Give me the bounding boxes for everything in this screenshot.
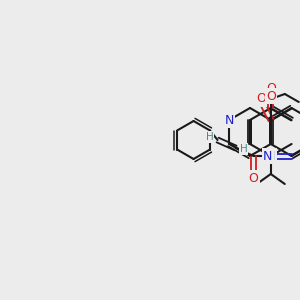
Text: N: N <box>266 149 275 163</box>
Text: O: O <box>266 82 276 95</box>
Text: O: O <box>249 172 259 184</box>
Text: H: H <box>240 144 248 154</box>
Text: O: O <box>249 172 259 184</box>
Text: N: N <box>263 149 272 163</box>
Text: O: O <box>266 89 276 103</box>
Text: O: O <box>266 82 276 95</box>
Text: O: O <box>256 92 266 105</box>
Text: N: N <box>266 149 275 163</box>
Text: N: N <box>224 113 234 127</box>
Text: H: H <box>206 132 213 142</box>
Text: O: O <box>266 89 276 103</box>
Text: N: N <box>263 149 272 163</box>
Text: O: O <box>256 92 266 105</box>
Text: N: N <box>224 113 234 127</box>
